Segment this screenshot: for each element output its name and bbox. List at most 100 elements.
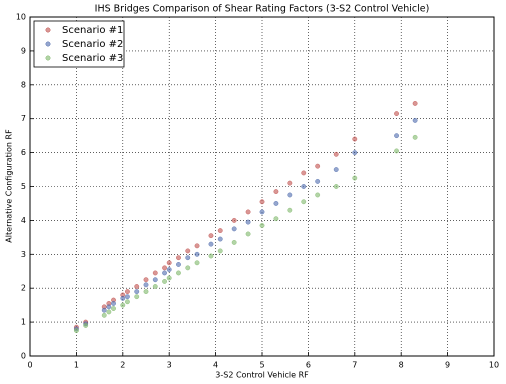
point — [412, 100, 418, 106]
point — [176, 262, 181, 267]
point — [217, 248, 223, 254]
point — [315, 163, 321, 169]
point — [394, 148, 400, 154]
x-tick-label: 9 — [445, 361, 450, 370]
point — [143, 277, 149, 283]
x-tick-label: 2 — [120, 361, 125, 370]
x-tick-label: 7 — [352, 361, 357, 370]
point — [352, 136, 358, 142]
point — [245, 209, 251, 215]
point — [120, 295, 126, 301]
point — [194, 260, 200, 266]
point — [111, 301, 116, 306]
y-tick-label: 6 — [21, 148, 26, 157]
y-tick-label: 0 — [21, 352, 26, 361]
x-tick-label: 6 — [306, 361, 311, 370]
point — [106, 304, 112, 310]
point — [301, 170, 307, 176]
point — [217, 228, 223, 234]
point — [143, 289, 149, 295]
point — [287, 207, 293, 213]
point — [134, 289, 140, 295]
x-tick-label: 10 — [489, 361, 499, 370]
point — [394, 111, 400, 117]
point — [166, 275, 172, 281]
point — [333, 167, 339, 173]
point — [208, 253, 214, 259]
point — [134, 294, 140, 300]
point — [273, 189, 279, 195]
legend-label: Scenario #2 — [62, 39, 123, 50]
point — [101, 312, 107, 318]
legend-marker — [45, 41, 51, 47]
y-tick-label: 1 — [21, 318, 26, 327]
point — [152, 277, 158, 283]
legend-label: Scenario #3 — [62, 53, 123, 64]
point — [143, 282, 149, 288]
x-tick-label: 1 — [74, 361, 79, 370]
point — [120, 302, 126, 308]
point — [412, 117, 418, 123]
point — [231, 239, 237, 245]
point — [101, 307, 107, 313]
y-tick-label: 10 — [16, 13, 26, 22]
y-tick-label: 5 — [21, 182, 26, 191]
point — [176, 255, 181, 261]
point — [152, 270, 158, 276]
point — [111, 306, 116, 311]
point — [273, 216, 279, 222]
point — [124, 294, 130, 300]
point — [301, 184, 307, 189]
y-tick-label: 3 — [21, 250, 26, 259]
point — [185, 255, 191, 261]
point — [315, 192, 321, 198]
point — [166, 267, 172, 273]
y-tick-label: 9 — [21, 46, 26, 55]
y-tick-label: 2 — [21, 284, 26, 293]
point — [208, 241, 214, 247]
point — [134, 284, 140, 289]
x-tick-label: 8 — [399, 361, 404, 370]
point — [162, 270, 168, 276]
x-axis-label: 3-S2 Control Vehicle RF — [215, 371, 309, 380]
plot-frame — [29, 16, 495, 357]
point — [83, 323, 89, 328]
point — [352, 175, 358, 181]
y-tick-label: 8 — [21, 80, 26, 89]
point — [73, 328, 79, 334]
legend-label: Scenario #1 — [62, 25, 123, 36]
point — [412, 134, 418, 140]
y-tick-label: 4 — [21, 216, 26, 225]
point — [273, 201, 279, 206]
point — [287, 180, 293, 186]
point — [152, 284, 158, 289]
point — [333, 151, 339, 157]
point — [287, 192, 293, 198]
point — [166, 260, 172, 266]
point — [162, 265, 168, 271]
point — [162, 278, 168, 284]
x-tick-label: 5 — [259, 361, 264, 370]
x-tick-label: 4 — [213, 361, 218, 370]
point — [217, 236, 223, 242]
point — [124, 299, 130, 305]
legend-marker — [45, 27, 51, 33]
point — [124, 289, 130, 295]
point — [194, 251, 200, 257]
y-tick-label: 7 — [21, 114, 26, 123]
point — [208, 233, 214, 239]
point — [231, 226, 237, 232]
x-tick-label: 3 — [167, 361, 172, 370]
point — [315, 178, 321, 184]
point — [231, 217, 237, 223]
point — [333, 184, 339, 189]
point — [352, 150, 358, 156]
point — [259, 199, 265, 205]
point — [185, 248, 191, 254]
chart-title: IHS Bridges Comparison of Shear Rating F… — [95, 4, 430, 15]
point — [301, 199, 307, 205]
point — [106, 309, 112, 315]
y-axis-label: Alternative Configuration RF — [5, 129, 14, 243]
point — [259, 209, 265, 215]
